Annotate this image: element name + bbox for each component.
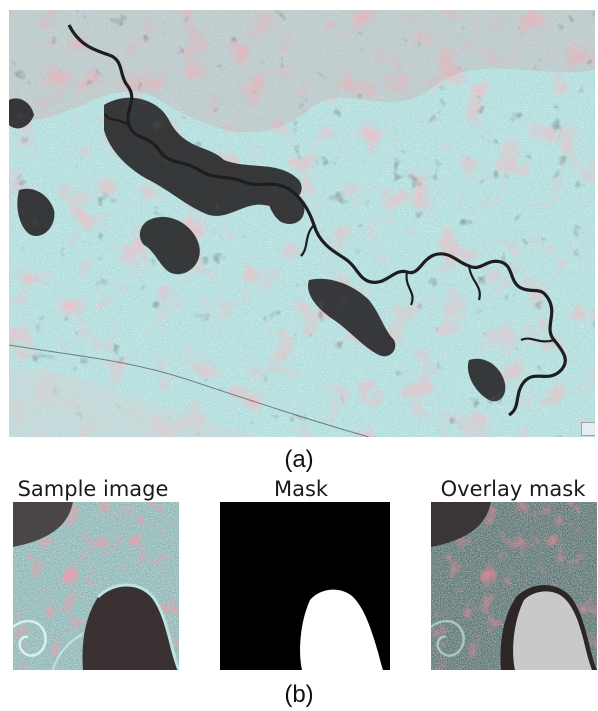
overlay-mask-image <box>431 502 597 670</box>
overlay-mask-title: Overlay mask <box>440 477 586 501</box>
image-corner-icon <box>581 422 595 436</box>
caption-a: (a) <box>284 446 314 473</box>
sample-image-title: Sample image <box>17 477 169 501</box>
caption-b: (b) <box>284 681 314 708</box>
mask-image <box>220 502 390 670</box>
river-line <box>67 24 567 417</box>
mask-title: Mask <box>273 477 329 501</box>
satellite-image-panel <box>9 10 595 437</box>
sample-image <box>13 502 179 670</box>
satellite-image <box>9 10 595 437</box>
